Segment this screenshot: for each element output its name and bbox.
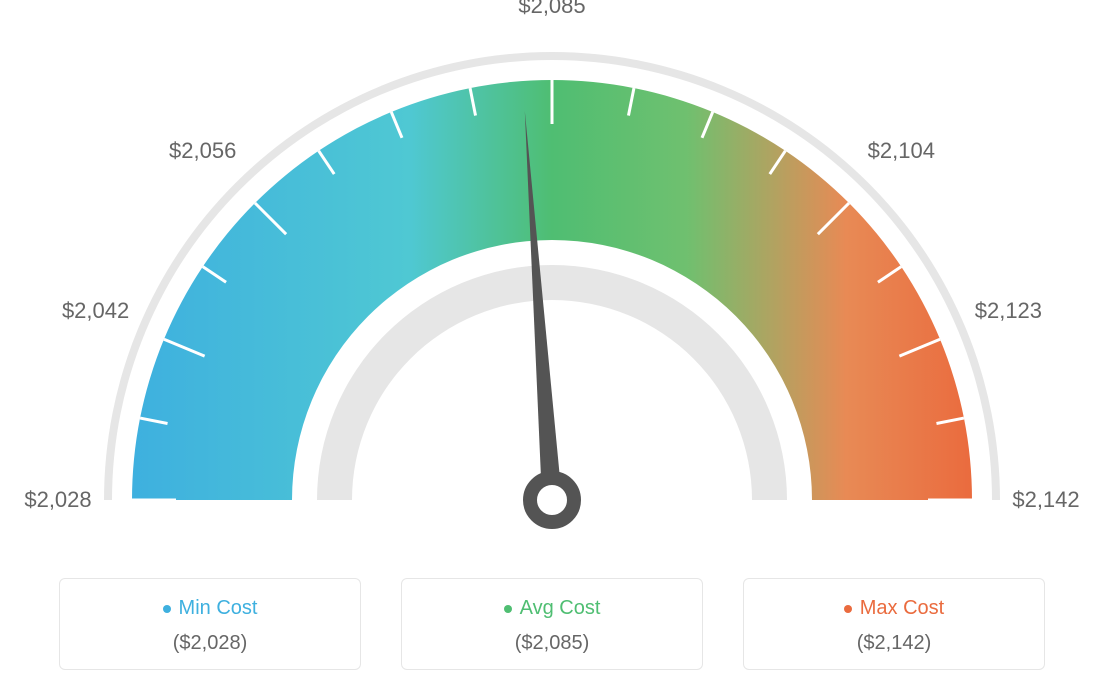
gauge-tick-label: $2,056	[169, 138, 236, 164]
gauge-area: $2,028 $2,042 $2,056 $2,085 $2,104 $2,123 $2,1…	[0, 0, 1104, 560]
legend-title-text-avg: Avg Cost	[520, 597, 601, 620]
gauge-tick-label: $2,028	[24, 487, 91, 513]
legend-title-text-max: Max Cost	[860, 597, 944, 620]
gauge-tick-label: $2,104	[868, 138, 935, 164]
legend-title-min: Min Cost	[163, 597, 258, 620]
legend-card-min: Min Cost ($2,028)	[59, 578, 361, 670]
legend-card-avg: Avg Cost ($2,085)	[401, 578, 703, 670]
legend-dot-max	[844, 605, 852, 613]
legend-dot-min	[163, 605, 171, 613]
gauge-needle-hub	[530, 478, 574, 522]
gauge-svg	[0, 0, 1104, 560]
gauge-tick-label: $2,085	[518, 0, 585, 19]
gauge-tick-label: $2,042	[62, 298, 129, 324]
cost-gauge-chart: $2,028 $2,042 $2,056 $2,085 $2,104 $2,123 $2,1…	[0, 0, 1104, 690]
legend-value-max: ($2,142)	[744, 632, 1044, 655]
legend-value-min: ($2,028)	[60, 632, 360, 655]
legend-value-avg: ($2,085)	[402, 632, 702, 655]
legend-title-text-min: Min Cost	[179, 597, 258, 620]
legend-title-max: Max Cost	[844, 597, 944, 620]
gauge-tick-label: $2,142	[1012, 487, 1079, 513]
legend-dot-avg	[504, 605, 512, 613]
legend-row: Min Cost ($2,028) Avg Cost ($2,085) Max Cost…	[0, 578, 1104, 670]
gauge-tick-label: $2,123	[975, 298, 1042, 324]
legend-card-max: Max Cost ($2,142)	[743, 578, 1045, 670]
legend-title-avg: Avg Cost	[504, 597, 601, 620]
